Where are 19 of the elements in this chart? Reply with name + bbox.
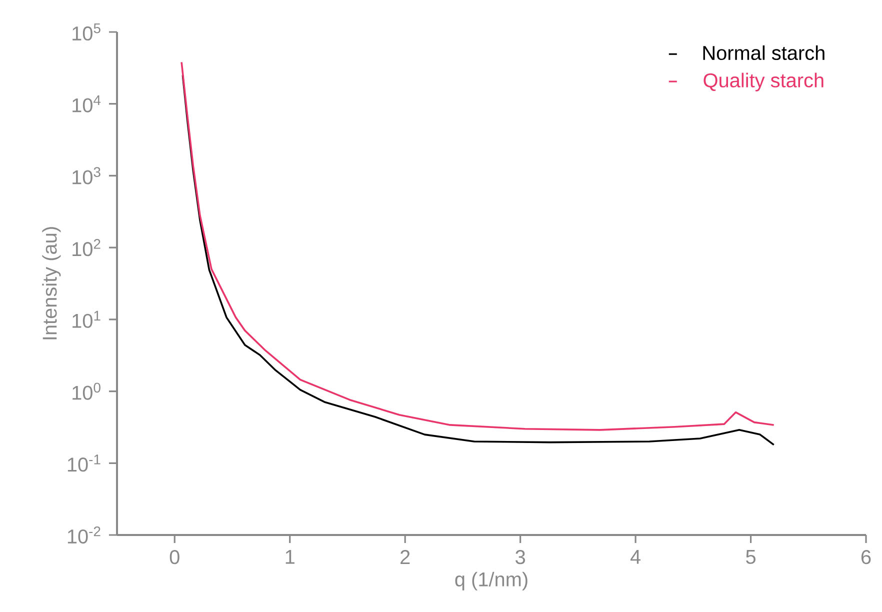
y-tick-label: 10$^{0}$: [72, 382, 100, 400]
x-tick-label: 2: [400, 550, 410, 564]
x-tick-label: 3: [516, 550, 525, 564]
legend-label: Quality starch: [704, 72, 824, 92]
y-axis-title: Intensity (au): [42, 227, 61, 340]
x-tick-label: 5: [746, 550, 756, 564]
x-tick-label: 0: [170, 550, 180, 564]
x-tick-label: 6: [861, 550, 871, 564]
y-tick-label: 10$^{2}$: [72, 239, 100, 256]
y-tick-label: 10$^{5}$: [72, 23, 100, 41]
x-tick-label: 1: [286, 550, 294, 564]
y-tick-label: 10$^{4}$: [72, 95, 101, 112]
y-tick-label: 10$^{-2}$: [68, 526, 100, 544]
x-axis-title: q (1/nm): [455, 572, 528, 590]
y-tick-label: 10$^{-1}$: [68, 454, 100, 472]
x-tick-label: 4: [630, 550, 641, 564]
y-tick-label: 10$^{3}$: [72, 167, 100, 184]
legend-label: Normal starch: [703, 45, 824, 60]
y-tick-label: 10$^{1}$: [72, 310, 100, 328]
